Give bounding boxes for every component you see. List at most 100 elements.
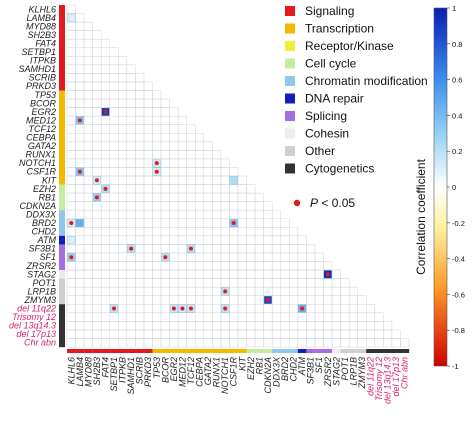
- column-group-segment: [101, 349, 110, 353]
- row-label: POT1: [32, 278, 56, 288]
- row-label: CHD2: [31, 227, 56, 237]
- row-label: TCF12: [28, 124, 56, 134]
- column-group-segment: [118, 349, 128, 353]
- row-label: ZRSR2: [25, 261, 56, 271]
- legend-swatch: [285, 146, 295, 156]
- row-label: KIT: [42, 175, 58, 185]
- legend-label: Signaling: [305, 4, 354, 18]
- column-group-segment: [92, 349, 102, 353]
- column-group-segment: [272, 349, 281, 353]
- column-label: CEBPA: [195, 357, 205, 387]
- row-group-segment: [59, 116, 65, 125]
- column-label: Chr abn: [400, 357, 410, 389]
- column-group-segment: [323, 349, 333, 353]
- legend-swatch: [285, 128, 295, 139]
- column-group-segment: [349, 349, 358, 353]
- legend-label: Cell cycle: [305, 57, 357, 71]
- column-label: NOTCH1: [220, 357, 230, 394]
- legend-swatch: [285, 163, 295, 174]
- significance-dot: [103, 109, 108, 114]
- row-label: ZMYM3: [24, 295, 57, 305]
- significance-dot: [77, 169, 82, 174]
- column-label: CSF1R: [229, 357, 239, 387]
- column-label: CDKN2A: [263, 357, 273, 394]
- column-group-segment: [306, 349, 316, 353]
- column-label: SAMHD1: [126, 357, 136, 395]
- significance-dot: [103, 186, 108, 191]
- row-group-segment: [59, 47, 65, 57]
- column-group-segment: [383, 349, 393, 353]
- row-group-segment: [59, 124, 65, 134]
- row-label: SH2B3: [27, 30, 56, 40]
- significance-dot: [180, 306, 185, 311]
- column-label: EZH2: [246, 357, 256, 380]
- significance-dot: [77, 118, 82, 123]
- row-group-segment: [59, 133, 65, 142]
- row-group-segment: [59, 73, 65, 83]
- row-group-segment: [59, 244, 65, 254]
- row-label: KLHL6: [28, 4, 56, 14]
- colorbar-tick-label: 1: [452, 4, 456, 13]
- row-group-segment: [59, 270, 65, 279]
- row-group-segment: [59, 278, 65, 288]
- legend: Signaling Transcription Receptor/Kinase Cel…: [285, 4, 428, 210]
- column-group-segment: [246, 349, 256, 353]
- row-group-segment: [59, 235, 65, 245]
- row-group-segment: [59, 193, 65, 202]
- row-group-segment: [59, 56, 65, 66]
- column-group-segment: [238, 349, 247, 353]
- column-group-segment: [186, 349, 196, 353]
- row-label: SF3B1: [28, 244, 56, 254]
- row-group-segment: [59, 218, 65, 228]
- colorbar-tick-label: -0.8: [452, 326, 465, 335]
- column-label: BRD2: [280, 357, 290, 381]
- column-group-segment: [84, 349, 93, 353]
- row-group-segment: [59, 107, 65, 117]
- column-label: del 17p13: [391, 357, 401, 397]
- column-label: TP53: [152, 357, 162, 379]
- column-group-segment: [357, 349, 367, 353]
- heatmap-cells: [67, 13, 332, 313]
- significance-dot: [154, 161, 159, 166]
- row-group-segment: [59, 39, 65, 48]
- column-label: FAT4: [100, 357, 110, 378]
- row-group-segment: [59, 321, 65, 331]
- significance-dot: [231, 221, 236, 226]
- colorbar-tick-label: 0: [452, 183, 456, 192]
- row-label: ITPKB: [30, 56, 56, 66]
- row-group-segment: [59, 210, 65, 219]
- column-label: POT1: [340, 357, 350, 381]
- row-label: SF1: [39, 252, 56, 262]
- column-label: GATA2: [203, 357, 213, 385]
- colorbar-tick-label: -1: [452, 362, 459, 371]
- column-group-segment: [229, 349, 239, 353]
- colorbar-tick-label: 0.6: [452, 76, 462, 85]
- column-label: Trisomy 12: [374, 357, 384, 401]
- row-label: CEBPA: [26, 133, 56, 143]
- legend-label: Splicing: [305, 109, 347, 123]
- column-group-segment: [374, 349, 384, 353]
- column-group-segment: [220, 349, 230, 353]
- row-group-segment: [59, 13, 65, 23]
- column-label: del 13q14.3: [383, 357, 393, 404]
- row-label: DDX3X: [26, 209, 57, 219]
- row-group-segment: [59, 287, 65, 296]
- column-group-segment: [178, 349, 187, 353]
- column-label: SCRIB: [135, 357, 145, 385]
- correlation-cell: [67, 13, 76, 22]
- row-label: MYD88: [26, 21, 56, 31]
- column-label: ZMYM3: [357, 357, 367, 390]
- significance-legend-label: P < 0.05: [310, 196, 355, 210]
- row-group-segment: [59, 261, 65, 271]
- legend-label: Cohesin: [305, 127, 349, 141]
- column-label: ZRSR2: [323, 357, 333, 388]
- column-label: DDX3X: [271, 356, 281, 387]
- column-group-segment: [75, 349, 85, 353]
- correlation-cell: [67, 236, 76, 245]
- column-group-segment: [255, 349, 264, 353]
- significance-dot: [94, 178, 99, 183]
- row-label: EGR2: [31, 107, 56, 117]
- row-group-segment: [59, 176, 65, 185]
- row-label: GATA2: [28, 141, 56, 151]
- column-label: ITPKB: [118, 357, 128, 383]
